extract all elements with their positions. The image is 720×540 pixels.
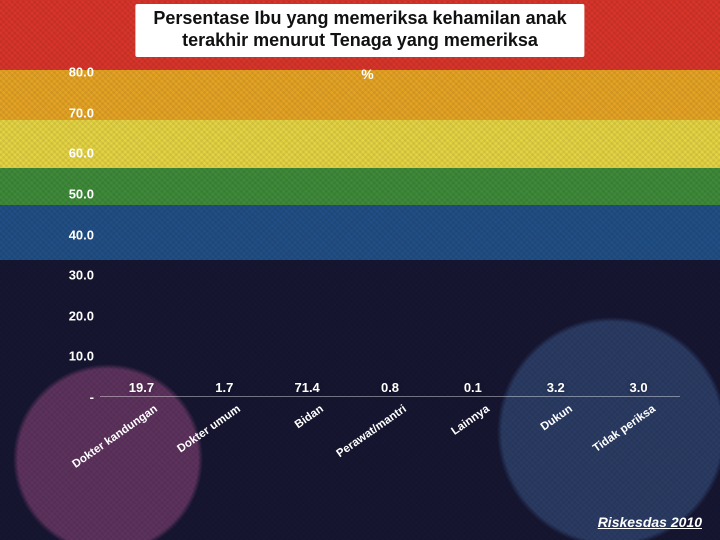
bars-container: 19.7Dokter kandungan1.7Dokter umum71.4Bi… — [100, 72, 680, 397]
bar-value-label: 3.2 — [547, 380, 565, 395]
y-tick: 50.0 — [50, 186, 94, 201]
title-line-1: Persentase Ibu yang memeriksa kehamilan … — [153, 8, 566, 30]
category-label: Bidan — [319, 385, 352, 413]
y-tick: 20.0 — [50, 308, 94, 323]
bar-slot: 71.4Bidan — [266, 380, 349, 397]
title-line-2: terakhir menurut Tenaga yang memeriksa — [153, 30, 566, 52]
bar-value-label: 0.1 — [464, 380, 482, 395]
bar-value-label: 3.0 — [630, 380, 648, 395]
category-label: Tidak periksa — [651, 361, 718, 413]
y-tick: - — [50, 390, 94, 405]
source-footnote: Riskesdas 2010 — [598, 514, 702, 530]
bar-slot: 3.0Tidak periksa — [597, 380, 680, 397]
category-label: Dokter kandungan — [153, 345, 243, 413]
bar-chart: % -10.020.030.040.050.060.070.080.0 19.7… — [55, 72, 680, 432]
bar-slot: 19.7Dokter kandungan — [100, 380, 183, 397]
bar-slot: 0.1Lainnya — [431, 380, 514, 397]
y-tick: 60.0 — [50, 146, 94, 161]
bar-slot: 0.8Perawat/mantri — [349, 380, 432, 397]
y-tick: 30.0 — [50, 268, 94, 283]
bar-value-label: 0.8 — [381, 380, 399, 395]
y-tick: 80.0 — [50, 65, 94, 80]
plot-area: -10.020.030.040.050.060.070.080.0 19.7Do… — [100, 72, 680, 397]
chart-title: Persentase Ibu yang memeriksa kehamilan … — [135, 4, 584, 57]
slide-stage: Persentase Ibu yang memeriksa kehamilan … — [0, 0, 720, 540]
bar-value-label: 71.4 — [294, 380, 319, 395]
y-tick: 70.0 — [50, 105, 94, 120]
y-tick: 40.0 — [50, 227, 94, 242]
y-tick: 10.0 — [50, 349, 94, 364]
bar-value-label: 1.7 — [215, 380, 233, 395]
bar-slot: 1.7Dokter umum — [183, 380, 266, 397]
bar-slot: 3.2Dukun — [514, 380, 597, 397]
bar-value-label: 19.7 — [129, 380, 154, 395]
